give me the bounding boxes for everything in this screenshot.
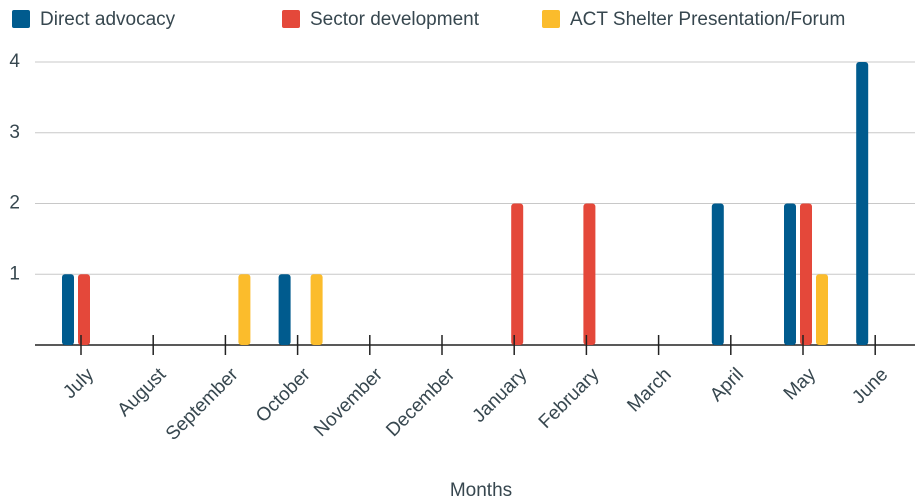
x-tick-label: November [310,364,387,441]
y-tick-label: 1 [9,263,20,284]
legend-label: ACT Shelter Presentation/Forum [570,9,845,30]
y-tick-label: 4 [9,51,20,72]
y-tick-label: 2 [9,193,20,214]
bar [800,203,812,345]
bar [278,274,291,345]
legend-label: Direct advocacy [40,9,176,30]
x-tick-label: December [382,364,459,441]
x-tick-label: October [252,364,315,427]
x-tick-label: August [114,364,171,421]
bar [238,274,251,345]
x-tick-label: May [780,364,821,405]
bar [711,203,724,345]
bar [62,274,74,345]
bar [856,62,869,345]
bar [78,274,90,345]
legend-swatch [282,10,300,28]
bar [816,274,828,345]
bar [784,203,796,345]
x-tick-label: April [706,364,748,406]
x-tick-label: June [848,364,892,408]
x-axis-title: Months [450,480,512,501]
x-tick-label: July [59,364,98,403]
bar [511,203,524,345]
x-tick-label: February [535,364,604,433]
x-tick-label: January [469,364,532,427]
x-tick-label: September [162,364,243,445]
bar [310,274,323,345]
legend-swatch [12,10,30,28]
legend-label: Sector development [310,9,480,30]
x-tick-label: March [623,364,675,416]
y-tick-label: 3 [9,122,20,143]
legend-swatch [542,10,560,28]
bar [583,203,596,345]
